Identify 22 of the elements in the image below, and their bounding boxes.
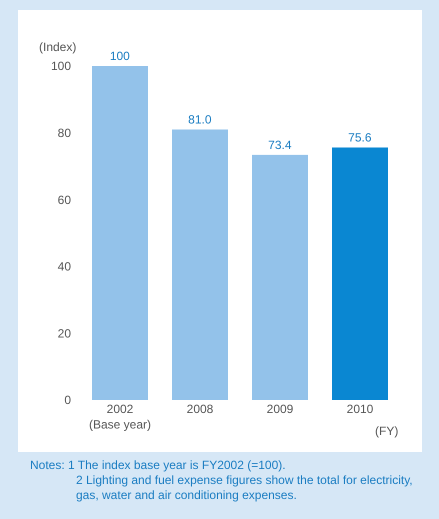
x-tick-label: 2008 <box>186 402 214 416</box>
x-tick-label: 2009 <box>266 402 294 416</box>
x-tick-label: 2002 (Base year) <box>88 402 152 432</box>
y-tick-label: 60 <box>58 192 72 207</box>
data-label: 73.4 <box>268 138 292 152</box>
y-tick-label: 0 <box>64 393 72 408</box>
text: Notes: 1 The index base year is FY2002 (=100). <box>30 458 287 473</box>
x-axis-title: (FY) <box>375 424 398 438</box>
bar <box>332 148 388 400</box>
text: 2 Lighting and fuel expense figures show the total for electricity, gas, water and air conditioning expenses. <box>75 473 414 503</box>
data-label: 81.0 <box>188 112 212 126</box>
data-label: 100 <box>110 49 130 63</box>
bar <box>92 66 148 400</box>
y-axis-title: (Index) <box>39 40 76 54</box>
y-tick-label: 80 <box>58 126 72 140</box>
bar <box>172 129 228 400</box>
y-tick-label: 40 <box>58 260 72 274</box>
y-tick-label: 100 <box>50 59 72 74</box>
bar <box>252 154 308 400</box>
x-tick-label: 2010 <box>346 402 374 416</box>
data-label: 75.6 <box>348 130 372 144</box>
y-tick-label: 20 <box>58 326 72 340</box>
